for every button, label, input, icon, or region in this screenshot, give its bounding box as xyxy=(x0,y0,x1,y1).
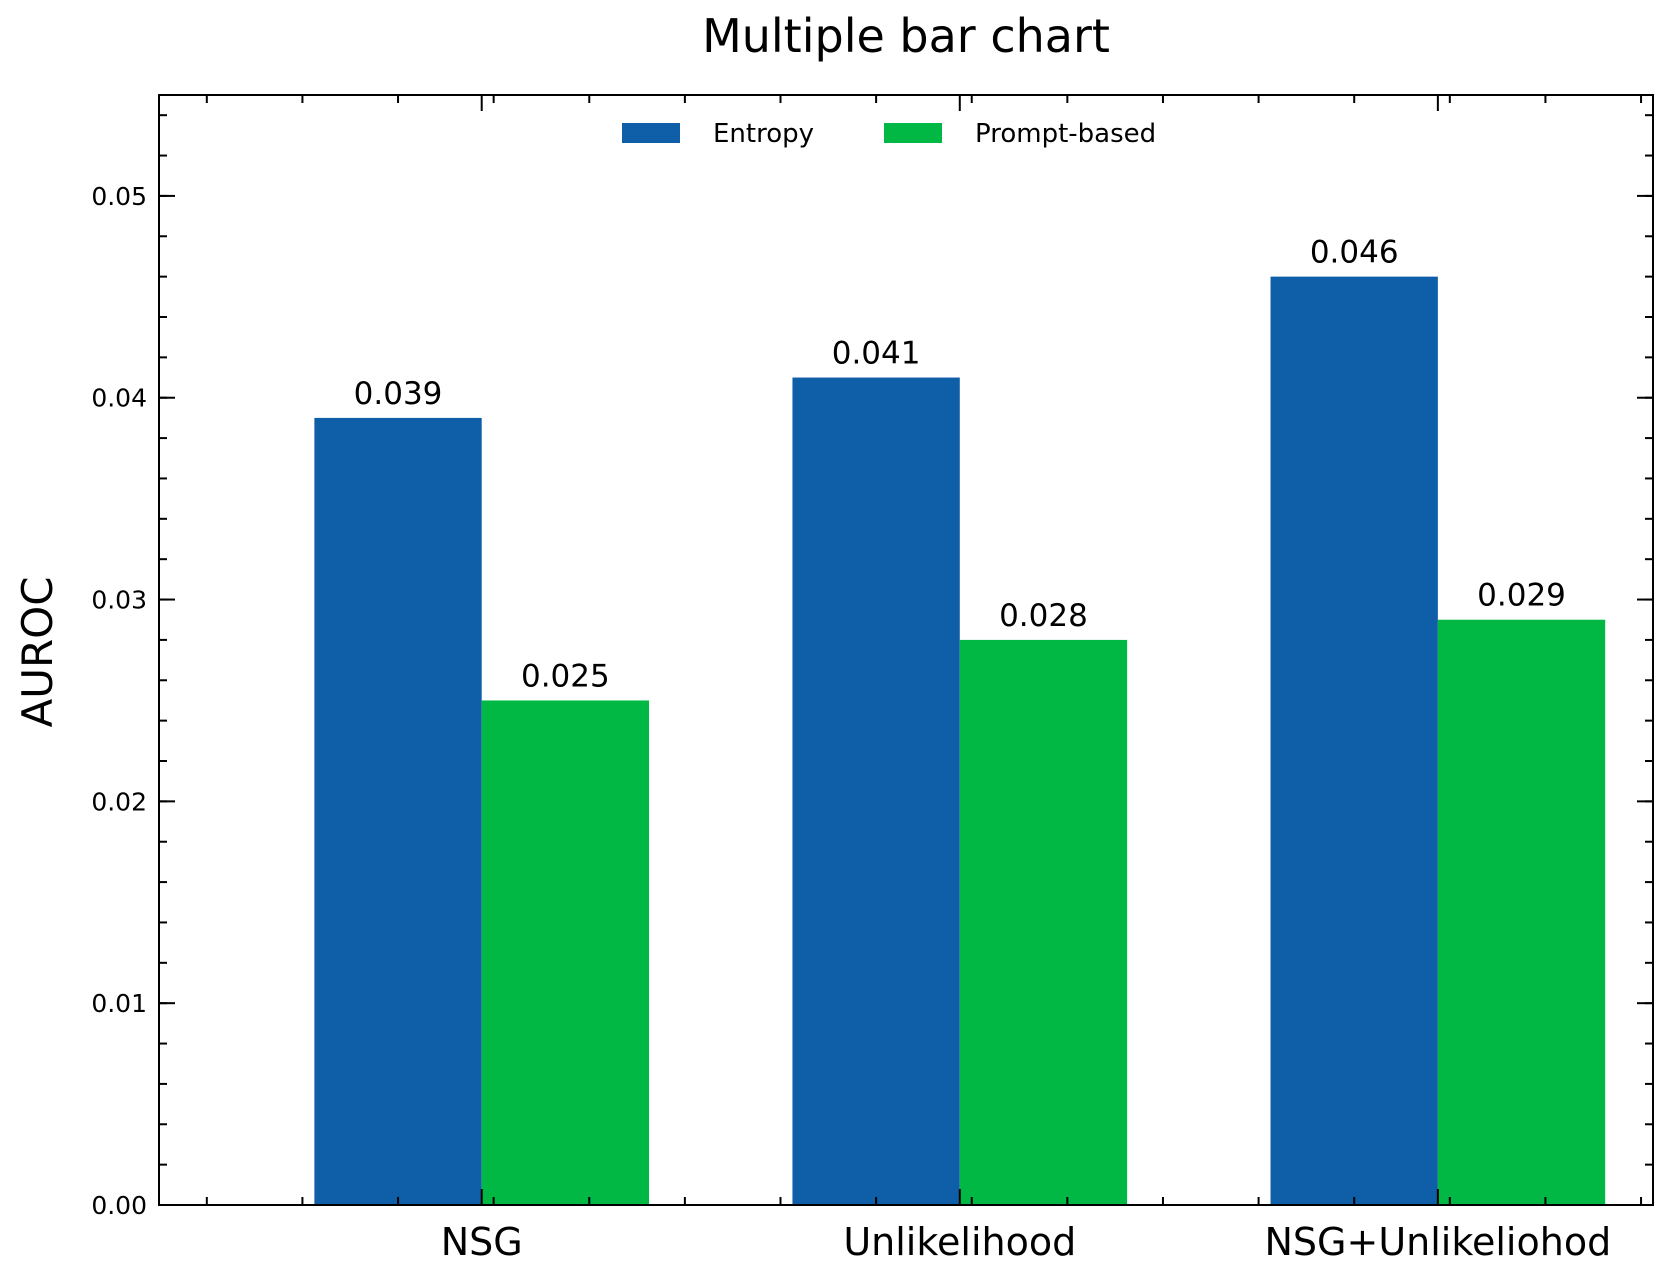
y-tick-label: 0.03 xyxy=(91,586,147,615)
bar-value-label: 0.041 xyxy=(832,336,921,372)
bar-value-label: 0.029 xyxy=(1477,578,1566,614)
bar-value-label: 0.028 xyxy=(999,598,1088,634)
bar-prompt-based-2 xyxy=(1437,619,1606,1205)
bar-value-label: 0.025 xyxy=(521,658,610,694)
y-tick-label: 0.01 xyxy=(91,989,147,1018)
y-tick-label: 0.05 xyxy=(91,182,147,211)
legend-swatch xyxy=(884,123,942,143)
bar-entropy-0 xyxy=(314,417,482,1206)
bar-value-label: 0.039 xyxy=(354,376,443,412)
y-tick-label: 0.02 xyxy=(91,787,147,816)
x-tick-label: Unlikelihood xyxy=(843,1220,1076,1264)
legend-label: Entropy xyxy=(713,119,814,149)
chart-title: Multiple bar chart xyxy=(702,9,1110,63)
x-tick-label: NSG xyxy=(441,1220,523,1264)
bar-prompt-based-0 xyxy=(481,700,650,1205)
y-tick-label: 0.00 xyxy=(91,1191,147,1220)
bar-prompt-based-1 xyxy=(959,639,1128,1205)
legend-label: Prompt-based xyxy=(975,119,1156,149)
bar-labels-group: 0.039 0.041 0.046 0.025 0.028 0.029 xyxy=(354,235,1566,695)
legend: Entropy Prompt-based xyxy=(622,119,1156,149)
bar-entropy-2 xyxy=(1270,276,1438,1205)
plot-frame xyxy=(158,94,1654,1206)
axis-ticks-group: 0.00 0.01 0.02 0.03 0.04 0.05 NSG Unlikelihood N… xyxy=(91,95,1653,1264)
y-tick-label: 0.04 xyxy=(91,384,147,413)
legend-swatch xyxy=(622,123,680,143)
bar-entropy-1 xyxy=(792,377,960,1206)
y-axis-label: AUROC xyxy=(13,576,62,727)
bar-value-label: 0.046 xyxy=(1310,235,1399,271)
bars-group xyxy=(314,276,1606,1206)
x-tick-label: NSG+Unlikeliohod xyxy=(1265,1220,1612,1264)
